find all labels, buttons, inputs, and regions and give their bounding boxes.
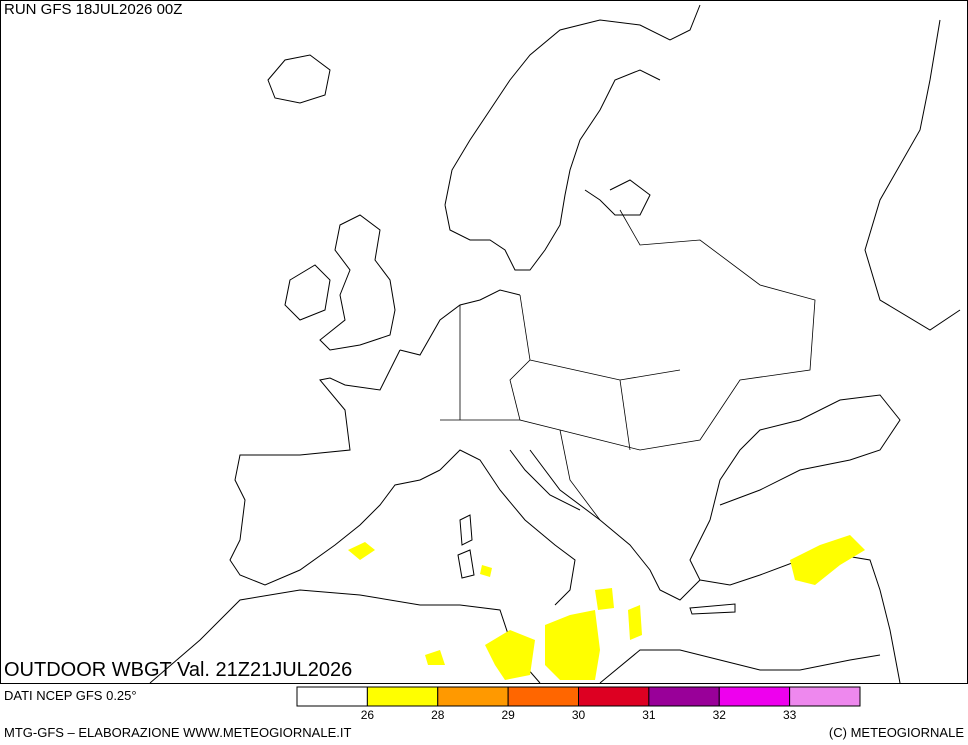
credit-label: MTG-GFS – ELABORAZIONE WWW.METEOGIORNALE… (4, 725, 351, 740)
run-label: RUN GFS 18JUL2026 00Z (4, 1, 182, 18)
map-frame (0, 0, 968, 684)
coastlines (149, 4, 961, 684)
color-bar-segment (578, 686, 650, 707)
wbgt-area (348, 542, 375, 560)
wbgt-area (790, 535, 865, 585)
color-bar-segment (718, 686, 791, 707)
wbgt-area (485, 630, 535, 680)
color-bar-segment (789, 686, 861, 707)
wbgt-area (480, 565, 492, 577)
source-label: DATI NCEP GFS 0.25° (4, 688, 137, 703)
color-bar-label: 28 (431, 708, 445, 722)
color-bar-segment (507, 686, 579, 707)
color-bar-label: 26 (361, 708, 375, 722)
color-bar-segment (648, 686, 720, 707)
copyright-label: (C) METEOGIORNALE (829, 725, 964, 740)
wbgt-area (595, 588, 614, 610)
color-bar-segment (366, 686, 439, 707)
wbgt-areas (348, 535, 865, 680)
wbgt-area (545, 610, 600, 680)
color-bar-label: 31 (642, 708, 656, 722)
product-title: OUTDOOR WBGT Val. 21Z21JUL2026 (4, 659, 352, 681)
borders (440, 209, 816, 521)
wbgt-area (628, 605, 642, 640)
wbgt-area (425, 650, 445, 665)
color-bar: 26 28 29 30 31 32 33 (296, 686, 861, 722)
color-bar-label: 32 (713, 708, 727, 722)
color-bar-label: 30 (572, 708, 586, 722)
color-bar-segment (296, 686, 368, 707)
color-bar-label: 29 (501, 708, 515, 722)
color-bar-label: 33 (783, 708, 797, 722)
color-bar-segment (437, 686, 509, 707)
